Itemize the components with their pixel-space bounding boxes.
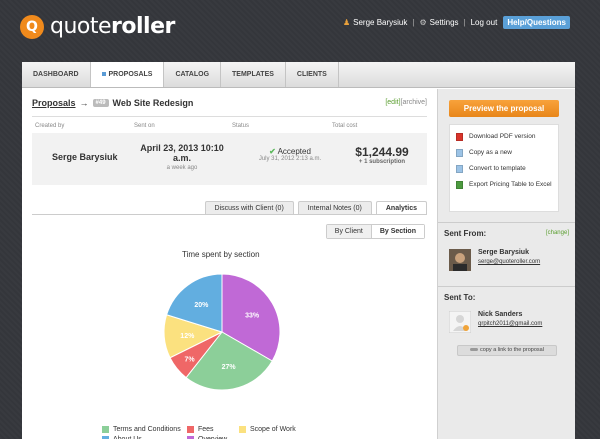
legend-label: Terms and Conditions (113, 426, 181, 433)
check-icon: ✔ (269, 147, 276, 156)
pie-label-overview: 33% (245, 313, 260, 320)
pie-chart: 33% 27% 7% 12% 20% (163, 273, 281, 391)
legend-label: Fees (198, 426, 214, 433)
subtabs: Discuss with Client (0) Internal Notes (… (201, 201, 427, 215)
legend-swatch (239, 426, 246, 433)
template-icon (456, 165, 463, 173)
chart-legend: Terms and Conditions Fees Scope of Work Abo… (102, 426, 329, 439)
copy-icon (456, 149, 463, 157)
sent-from-heading: Sent From: (444, 229, 487, 238)
preview-proposal-button[interactable]: Preview the proposal (449, 100, 559, 117)
archive-link[interactable]: [archive] (400, 99, 427, 106)
divider (32, 214, 427, 215)
by-client-button[interactable]: By Client (326, 225, 371, 238)
legend-label: Overview (198, 436, 227, 439)
download-pdf-action[interactable]: Download PDF version (456, 133, 535, 141)
created-by-value: Serge Barysiuk (52, 152, 118, 162)
user-link[interactable]: Serge Barysiuk (353, 18, 408, 27)
actions-panel: Download PDF version Copy as a new Conve… (449, 124, 559, 212)
header-created-by: Created by (35, 123, 65, 129)
active-indicator-icon (101, 72, 106, 77)
logout-link[interactable]: Log out (470, 18, 498, 27)
tab-internal-notes[interactable]: Internal Notes (0) (297, 201, 372, 215)
tab-clients[interactable]: CLIENTS (286, 62, 339, 87)
main-nav: DASHBOARD PROPOSALS CATALOG TEMPLATES CL… (22, 62, 575, 88)
pie-slice-about-us (165, 273, 223, 333)
pie-label-about-us: 20% (194, 302, 209, 309)
settings-link[interactable]: Settings (429, 18, 459, 27)
tab-analytics[interactable]: Analytics (375, 201, 427, 215)
sent-to-heading: Sent To: (444, 293, 476, 302)
page-title: Web Site Redesign (112, 98, 194, 108)
legend-item-scope-of-work: Scope of Work (239, 426, 329, 433)
legend-item-overview: Overview (187, 436, 239, 439)
pie-slice-terms-and-conditions (185, 331, 273, 391)
sender-name: Serge Barysiuk (478, 249, 529, 256)
legend-item-fees: Fees (187, 426, 239, 433)
breadcrumb-proposals[interactable]: Proposals (32, 98, 76, 108)
proposal-info-panel: Serge Barysiuk April 23, 2013 10:10 a.m.… (32, 133, 427, 185)
app-frame: DASHBOARD PROPOSALS CATALOG TEMPLATES CL… (22, 62, 575, 439)
pie-label-terms-and-conditions: 27% (222, 364, 237, 371)
main-content: Proposals → #49 Web Site Redesign [edit]… (22, 89, 437, 439)
divider (32, 116, 427, 117)
top-nav: ♟ Serge Barysiuk | ⚙ Settings | Log out … (343, 16, 570, 29)
link-icon (470, 348, 479, 352)
sender-avatar (449, 249, 471, 271)
divider (438, 222, 575, 223)
edit-link[interactable]: [edit] (385, 99, 401, 106)
recipient-avatar (448, 310, 472, 334)
tab-catalog[interactable]: CATALOG (164, 62, 222, 87)
pie-label-fees: 7% (185, 356, 196, 363)
analytics-toggle: By Client By Section (325, 224, 425, 239)
convert-to-template-action[interactable]: Convert to template (456, 165, 526, 173)
total-cost-value: $1,244.99 + 1 subscription (337, 145, 427, 165)
chart-title: Time spent by section (182, 250, 260, 259)
tab-discuss-with-client[interactable]: Discuss with Client (0) (204, 201, 294, 215)
legend-label: Scope of Work (250, 426, 296, 433)
tab-proposals[interactable]: PROPOSALS (90, 62, 165, 87)
help-button[interactable]: Help/Questions (503, 16, 570, 29)
status-value: ✔ Accepted July 31, 2012 2:13 a.m. (250, 147, 330, 162)
copy-as-new-action[interactable]: Copy as a new (456, 149, 512, 157)
pie-slice-overview (221, 273, 281, 362)
proposal-number-badge: #49 (92, 99, 109, 107)
legend-swatch (102, 426, 109, 433)
pdf-icon (456, 133, 463, 141)
pie-label-scope-of-work: 12% (180, 333, 195, 340)
sender-email[interactable]: serge@quoteroller.com (478, 259, 541, 265)
gear-icon: ⚙ (419, 18, 427, 27)
excel-icon (456, 181, 463, 189)
sent-ago: a week ago (166, 165, 198, 171)
legend-item-about-us: About Us (102, 436, 187, 439)
subscription-count: + 1 subscription (358, 159, 406, 165)
export-excel-action[interactable]: Export Pricing Table to Excel (456, 181, 552, 189)
logo-text: quoteroller (50, 14, 175, 39)
divider (438, 286, 575, 287)
sent-on-value: April 23, 2013 10:10 a.m. a week ago (132, 143, 232, 173)
legend-swatch (187, 426, 194, 433)
by-section-button[interactable]: By Section (370, 225, 424, 238)
sidebar: Preview the proposal Download PDF versio… (437, 89, 575, 439)
logo[interactable]: Q quoteroller (20, 14, 175, 39)
header-status: Status (232, 123, 250, 129)
recipient-name: Nick Sanders (478, 311, 523, 318)
breadcrumb: Proposals → #49 Web Site Redesign (32, 98, 194, 108)
legend-swatch (102, 436, 109, 439)
legend-item-terms-and-conditions: Terms and Conditions (102, 426, 187, 433)
recipient-email[interactable]: qrpitch2011@gmail.com (478, 321, 543, 327)
tab-dashboard[interactable]: DASHBOARD (22, 62, 91, 87)
status-date: July 31, 2012 2:13 a.m. (258, 156, 322, 162)
edit-links: [edit][archive] (385, 99, 427, 106)
copy-link-button[interactable]: copy a link to the proposal (457, 345, 557, 356)
user-icon: ♟ (342, 18, 351, 27)
header-total-cost: Total cost (332, 123, 358, 129)
logo-mark: Q (20, 14, 44, 39)
legend-label: About Us (113, 436, 142, 439)
header-sent-on: Sent on (134, 123, 155, 129)
legend-swatch (187, 436, 194, 439)
change-link[interactable]: [change] (545, 230, 569, 236)
tab-templates[interactable]: TEMPLATES (221, 62, 286, 87)
